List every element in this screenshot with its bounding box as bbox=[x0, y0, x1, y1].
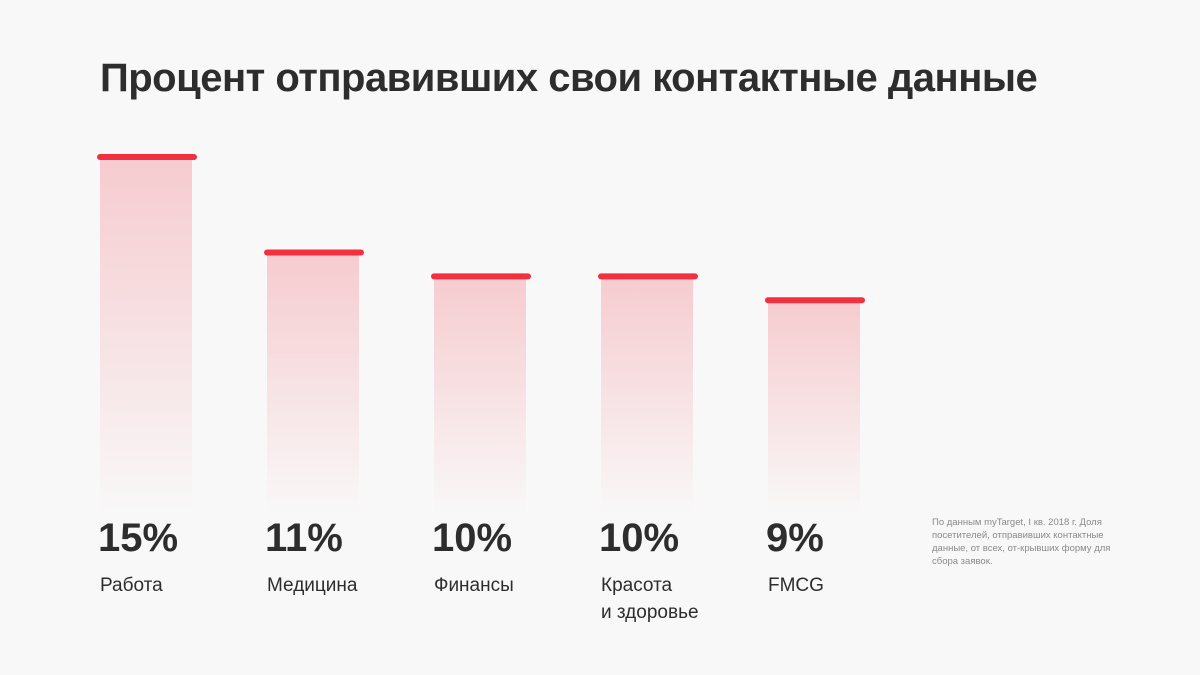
value-label-1: 15% bbox=[98, 516, 179, 560]
bar-2 bbox=[267, 252, 359, 515]
chart-title: Процент отправивших свои контактные данн… bbox=[100, 56, 1038, 100]
category-label-4: Красота и здоровье bbox=[601, 575, 699, 623]
bar-4 bbox=[601, 276, 693, 515]
category-label-3: Финансы bbox=[434, 575, 514, 596]
category-label-2: Медицина bbox=[267, 575, 358, 596]
bar-5 bbox=[768, 300, 860, 515]
bars-layer bbox=[97, 154, 865, 515]
category-label-5: FMCG bbox=[768, 575, 824, 596]
value-label-2: 11% bbox=[265, 516, 343, 560]
value-label-3: 10% bbox=[432, 516, 513, 560]
value-label-4: 10% bbox=[599, 516, 680, 560]
bar-3 bbox=[434, 276, 526, 515]
source-note: По данным myTarget, I кв. 2018 г. Доля п… bbox=[932, 517, 1111, 567]
category-label-1: Работа bbox=[100, 575, 163, 596]
value-label-5: 9% bbox=[766, 516, 824, 560]
bar-1 bbox=[100, 157, 192, 515]
